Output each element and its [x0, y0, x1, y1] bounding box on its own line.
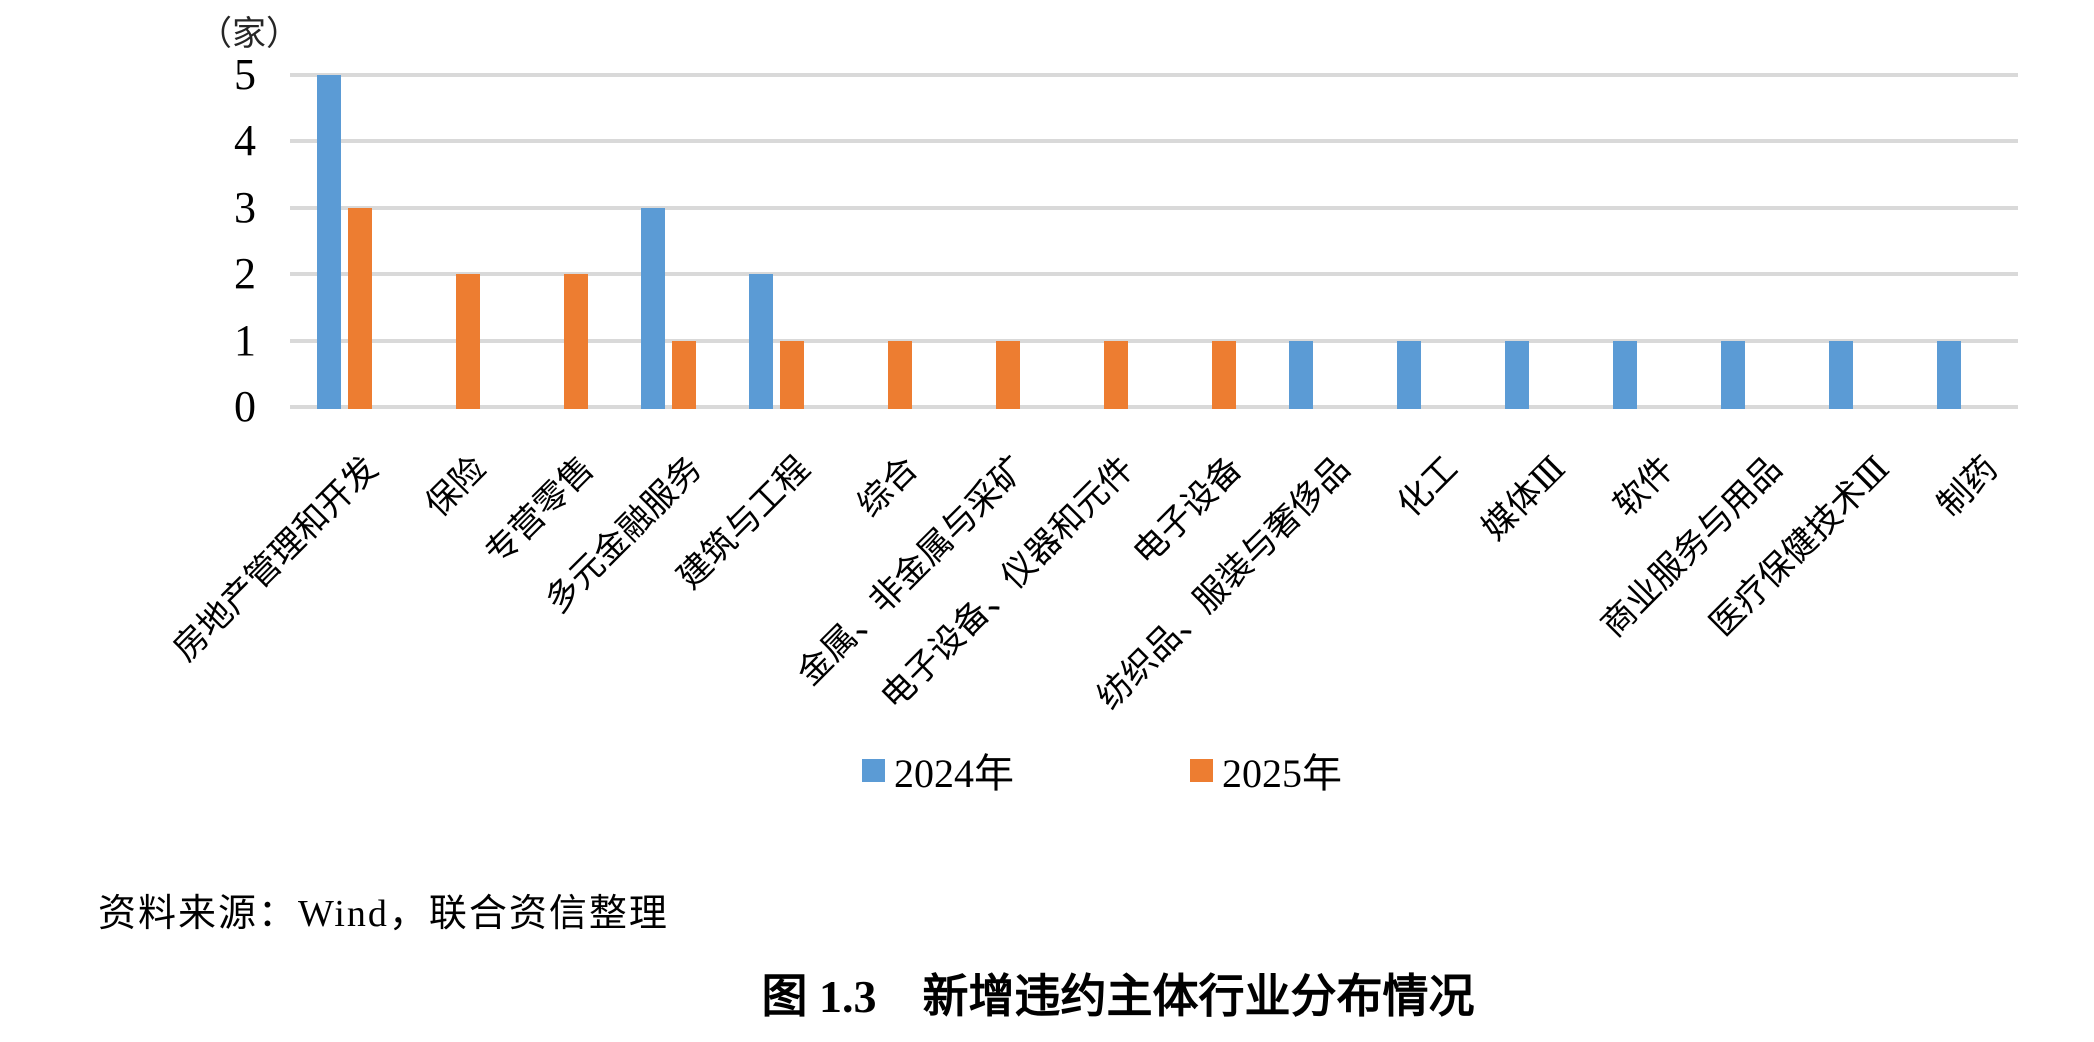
bar-2024年-纺织品、服装与奢侈品 [1288, 340, 1313, 409]
figure-caption: 图 1.3 新增违约主体行业分布情况 [761, 971, 1475, 1022]
x-axis-category-label: 制药 [1930, 450, 2006, 525]
bar-2025年-金属、非金属与采矿 [995, 340, 1020, 409]
legend-label-2024: 2024年 [894, 751, 1014, 796]
gridline-y1 [290, 338, 2018, 343]
y-axis-tick-label: 2 [234, 249, 256, 299]
x-axis-category-label: 综合 [850, 450, 926, 525]
x-axis-category-label: 软件 [1606, 450, 1682, 525]
y-axis-tick-label: 5 [234, 50, 256, 99]
bar-2024年-建筑与工程 [748, 274, 773, 409]
bar-2025年-专营零售 [563, 274, 588, 409]
bar-2024年-房地产管理和开发 [316, 75, 341, 409]
legend-label-2025: 2025年 [1222, 751, 1342, 796]
data-source-note: 资料来源：Wind，联合资信整理 [98, 893, 669, 935]
gridline-y4 [290, 139, 2018, 144]
legend-swatch-2025-icon [1190, 758, 1213, 782]
bar-2025年-保险 [455, 274, 480, 409]
x-axis-category-label: 保险 [418, 450, 494, 525]
bar-2024年-媒体Ⅲ [1504, 340, 1529, 409]
bar-2025年-电子设备、仪器和元件 [1103, 340, 1128, 409]
legend-item-2025: 2025年 [1190, 750, 1342, 796]
bar-2024年-软件 [1612, 340, 1637, 409]
bar-2025年-综合 [887, 340, 912, 409]
bar-2024年-多元金融服务 [640, 207, 665, 409]
x-axis-category-label: 媒体Ⅲ [1475, 450, 1574, 548]
bar-2025年-建筑与工程 [779, 340, 804, 409]
bar-2024年-商业服务与用品 [1720, 340, 1745, 409]
y-axis-tick-label: 0 [234, 382, 256, 431]
bar-2025年-多元金融服务 [671, 340, 696, 409]
bar-2024年-医疗保健技术Ⅲ [1828, 340, 1853, 409]
x-axis-category-label: 化工 [1390, 450, 1466, 525]
gridline-y5 [290, 73, 2018, 77]
legend-swatch-2024-icon [862, 758, 885, 782]
gridline-y3 [290, 205, 2018, 210]
gridline-y0 [290, 405, 2018, 409]
y-axis-tick-label: 4 [234, 116, 256, 166]
bar-2024年-化工 [1396, 340, 1421, 409]
bar-2025年-房地产管理和开发 [347, 207, 372, 409]
bar-2025年-电子设备 [1211, 340, 1236, 409]
x-axis-category-label: 房地产管理和开发 [166, 450, 386, 669]
y-axis-tick-label: 3 [234, 182, 256, 232]
y-axis-tick-label: 1 [234, 315, 256, 365]
y-axis-unit-label: （家） [198, 16, 300, 53]
bar-2024年-制药 [1936, 340, 1961, 409]
legend-item-2024: 2024年 [862, 750, 1014, 796]
gridline-y2 [290, 272, 2018, 277]
